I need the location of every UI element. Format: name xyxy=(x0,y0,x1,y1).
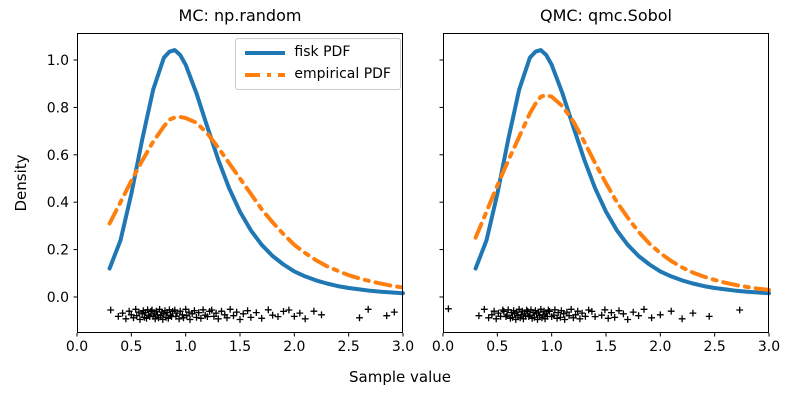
y-tick-label: 0.8 xyxy=(47,100,69,116)
qmc-axes: 0.0 0.5 1.0 1.5 2.0 2.5 3.0 xyxy=(432,33,780,355)
subplot-qmc-title: QMC: qmc.Sobol xyxy=(539,6,672,25)
x-tick-label: 3.0 xyxy=(758,339,780,355)
x-tick-label: 2.0 xyxy=(283,339,305,355)
x-tick-label: 1.5 xyxy=(229,339,251,355)
x-tick-label: 1.0 xyxy=(175,339,197,355)
x-tick-label: 1.0 xyxy=(541,339,563,355)
axes-frame xyxy=(443,33,769,333)
subplot-qmc: QMC: qmc.Sobol 0.0 0.5 1.0 1.5 2.0 2.5 3.0 xyxy=(432,6,780,355)
fisk-pdf-curve xyxy=(473,48,771,296)
y-tick-label: 1.0 xyxy=(47,53,69,69)
y-tick-label: 0.0 xyxy=(47,290,69,306)
fisk-pdf-line-swatch xyxy=(245,50,286,55)
legend: fisk PDF empirical PDF xyxy=(235,38,401,90)
x-axis-label: Sample value xyxy=(349,368,451,386)
legend-label-empirical-pdf: empirical PDF xyxy=(294,66,391,82)
empirical-pdf-curve xyxy=(473,93,771,292)
y-axis-label: Density xyxy=(12,154,30,212)
subplot-mc: MC: np.random 0.0 0.5 1.0 1.5 2.0 2.5 3.0 0.0 0.… xyxy=(47,6,414,355)
y-tick-label: 0.6 xyxy=(47,148,69,164)
x-tick-label: 2.5 xyxy=(704,339,726,355)
x-tick-label: 3.0 xyxy=(392,339,414,355)
x-tick-label: 0.5 xyxy=(486,339,508,355)
x-tick-label: 2.0 xyxy=(649,339,671,355)
empirical-pdf-curve xyxy=(107,114,405,290)
y-tick-label: 0.2 xyxy=(47,243,69,259)
x-tick-label: 0.5 xyxy=(120,339,142,355)
axes-frame xyxy=(77,33,403,333)
legend-item-fisk-pdf: fisk PDF xyxy=(245,44,391,61)
subplot-mc-title: MC: np.random xyxy=(178,6,302,25)
mc-axes: 0.0 0.5 1.0 1.5 2.0 2.5 3.0 0.0 0.2 0.4 0.6 0.8 1.0 xyxy=(47,33,414,355)
fisk-pdf-curve xyxy=(107,48,405,296)
sample-rug-markers xyxy=(107,305,398,323)
x-tick-label: 0.0 xyxy=(66,339,88,355)
x-tick-label: 1.5 xyxy=(595,339,617,355)
legend-label-fisk-pdf: fisk PDF xyxy=(294,44,351,60)
x-tick-label: 2.5 xyxy=(338,339,360,355)
y-tick-label: 0.4 xyxy=(47,195,69,211)
legend-item-empirical-pdf: empirical PDF xyxy=(245,66,391,83)
sample-rug-markers xyxy=(445,305,744,323)
empirical-pdf-line-swatch xyxy=(245,72,286,77)
x-tick-label: 0.0 xyxy=(432,339,454,355)
